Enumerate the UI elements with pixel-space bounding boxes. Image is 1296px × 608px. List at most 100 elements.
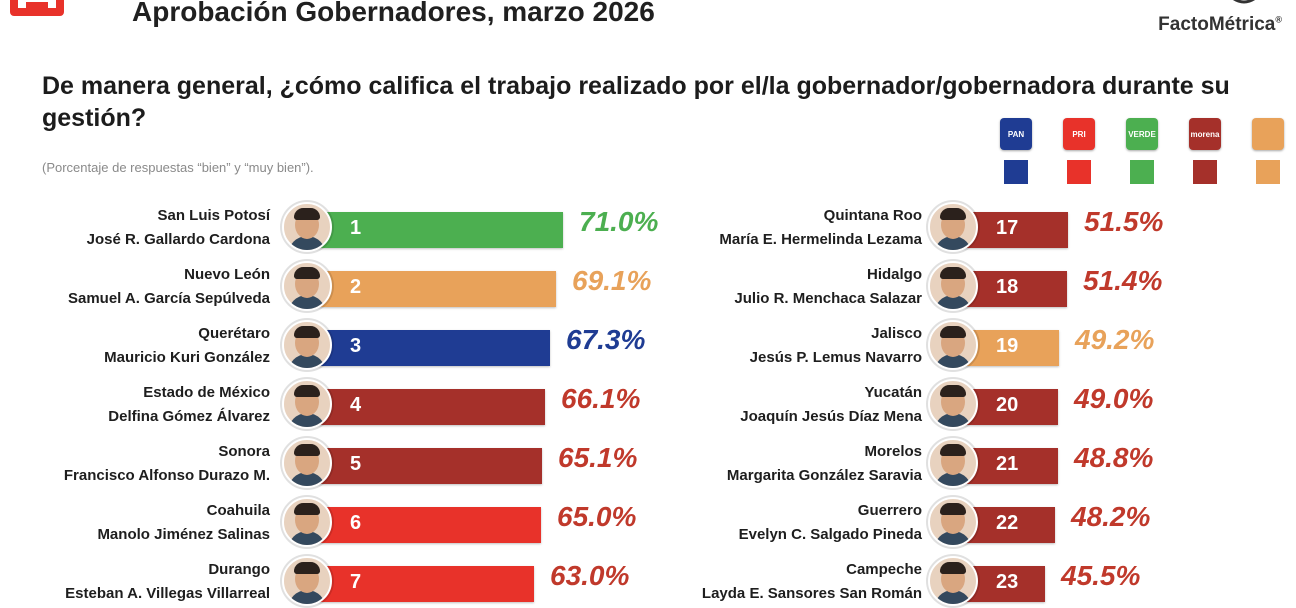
state-name: Morelos — [864, 443, 922, 460]
governor-name: Julio R. Menchaca Salazar — [734, 290, 922, 307]
state-name: Campeche — [846, 561, 922, 578]
approval-bar — [302, 271, 556, 307]
governor-label: San Luis Potosí José R. Gallardo Cardona — [87, 204, 270, 252]
rank-number: 19 — [996, 335, 1019, 357]
approval-bar — [302, 330, 550, 366]
governor-photo — [928, 556, 978, 606]
rank-number: 4 — [350, 394, 362, 416]
state-name: Jalisco — [871, 325, 922, 342]
governor-photo — [282, 320, 332, 370]
chart-subtitle: (Porcentaje de respuestas “bien” y “muy … — [42, 160, 314, 175]
approval-percentage: 63.0% — [550, 560, 630, 591]
governor-photo — [928, 497, 978, 547]
governor-label: Durango Esteban A. Villegas Villarreal — [65, 558, 270, 606]
brand-arc-icon — [1233, 0, 1255, 4]
state-name: Estado de México — [143, 384, 270, 401]
governor-label: Coahuila Manolo Jiménez Salinas — [97, 499, 270, 547]
governor-row: San Luis Potosí José R. Gallardo Cardona 1… — [0, 202, 1296, 254]
approval-percentage: 69.1% — [572, 265, 652, 296]
state-name: Coahuila — [206, 502, 270, 519]
governor-photo — [282, 379, 332, 429]
governor-name: Mauricio Kuri González — [104, 349, 270, 366]
governor-photo — [282, 261, 332, 311]
governor-row: Sonora Francisco Alfonso Durazo M. 5 65.1% — [0, 438, 1296, 490]
governor-label: Sonora Francisco Alfonso Durazo M. — [64, 440, 270, 488]
state-name: Sonora — [218, 443, 270, 460]
mc-logo-icon — [1252, 118, 1284, 150]
rank-number: 6 — [350, 512, 362, 534]
governor-name: Margarita González Saravia — [726, 467, 922, 484]
state-name: San Luis Potosí — [157, 207, 270, 224]
governor-photo — [282, 202, 332, 252]
approval-percentage: 45.5% — [1061, 560, 1141, 591]
governor-name: Francisco Alfonso Durazo M. — [63, 467, 270, 484]
brand-logo: FactoMétrica® — [1112, 0, 1282, 40]
governor-label: Morelos Margarita González Saravia — [727, 440, 922, 488]
governor-label: Quintana Roo María E. Hermelinda Lezama — [719, 204, 922, 252]
governor-photo — [928, 202, 978, 252]
governor-label: Hidalgo Julio R. Menchaca Salazar — [734, 263, 922, 311]
state-name: Durango — [208, 561, 270, 578]
governor-label: Jalisco Jesús P. Lemus Navarro — [750, 322, 922, 370]
governor-row: Durango Esteban A. Villegas Villarreal 7 63… — [0, 556, 1296, 608]
governor-label: Campeche Layda E. Sansores San Román — [702, 558, 922, 606]
state-name: Querétaro — [198, 325, 270, 342]
state-name: Yucatán — [864, 384, 922, 401]
approval-bar — [302, 448, 542, 484]
legend-swatch-pri — [1067, 160, 1091, 184]
pan-logo-icon: PAN — [1000, 118, 1032, 150]
approval-bar — [302, 507, 541, 543]
approval-bar — [302, 566, 534, 602]
governor-row: Coahuila Manolo Jiménez Salinas 6 65.0% — [0, 497, 1296, 549]
brand-registered-mark: ® — [1275, 14, 1282, 25]
state-name: Quintana Roo — [823, 207, 922, 224]
rank-number: 7 — [350, 571, 362, 593]
approval-percentage: 51.5% — [1084, 206, 1164, 237]
rank-number: 17 — [996, 217, 1019, 239]
governor-label: Estado de México Delfina Gómez Álvarez — [108, 381, 270, 429]
rank-number: 2 — [350, 276, 362, 298]
governor-row: Jalisco Jesús P. Lemus Navarro 19 49.2% — [0, 320, 1296, 372]
governor-name: Esteban A. Villegas Villarreal — [65, 585, 270, 602]
rank-number: 23 — [996, 571, 1019, 593]
approval-percentage: 67.3% — [566, 324, 646, 355]
governor-photo — [928, 320, 978, 370]
governor-label: Nuevo León Samuel A. García Sepúlveda — [68, 263, 270, 311]
rank-number: 20 — [996, 394, 1019, 416]
approval-percentage: 65.1% — [558, 442, 638, 473]
approval-percentage: 49.2% — [1075, 324, 1155, 355]
approval-percentage: 49.0% — [1074, 383, 1154, 414]
pri-logo-icon: PRI — [1063, 118, 1095, 150]
state-name: Nuevo León — [184, 266, 270, 283]
governor-name: Samuel A. García Sepúlveda — [67, 290, 270, 307]
legend-swatch-morena — [1193, 160, 1217, 184]
legend-swatch-mc — [1256, 160, 1280, 184]
page-title: Aprobación Gobernadores, marzo 2026 — [132, 0, 655, 27]
governor-photo — [282, 556, 332, 606]
governor-row: Guerrero Evelyn C. Salgado Pineda 22 48.2% — [0, 497, 1296, 549]
pvem-logo-icon: VERDE — [1126, 118, 1158, 150]
governor-name: José R. Gallardo Cardona — [86, 231, 270, 248]
brand-name: FactoMétrica — [1158, 14, 1276, 35]
governor-name: Delfina Gómez Álvarez — [108, 408, 270, 425]
governor-label: Guerrero Evelyn C. Salgado Pineda — [739, 499, 922, 547]
rank-number: 5 — [350, 453, 362, 475]
morena-logo-icon: morena — [1189, 118, 1221, 150]
governor-row: Querétaro Mauricio Kuri González 3 67.3% — [0, 320, 1296, 372]
governor-row: Yucatán Joaquín Jesús Díaz Mena 20 49.0% — [0, 379, 1296, 431]
approval-percentage: 65.0% — [557, 501, 637, 532]
governor-photo — [928, 438, 978, 488]
governor-photo — [282, 497, 332, 547]
governor-photo — [928, 379, 978, 429]
approval-percentage: 66.1% — [561, 383, 641, 414]
governor-row: Estado de México Delfina Gómez Álvarez 4 66… — [0, 379, 1296, 431]
approval-percentage: 48.2% — [1071, 501, 1151, 532]
rank-number: 1 — [350, 217, 362, 239]
approval-bar — [302, 389, 545, 425]
governor-row: Hidalgo Julio R. Menchaca Salazar 18 51.4% — [0, 261, 1296, 313]
legend-swatch-pvem — [1130, 160, 1154, 184]
rank-number: 18 — [996, 276, 1019, 298]
state-name: Guerrero — [857, 502, 922, 519]
legend-swatch-pan — [1004, 160, 1028, 184]
approval-percentage: 51.4% — [1083, 265, 1163, 296]
